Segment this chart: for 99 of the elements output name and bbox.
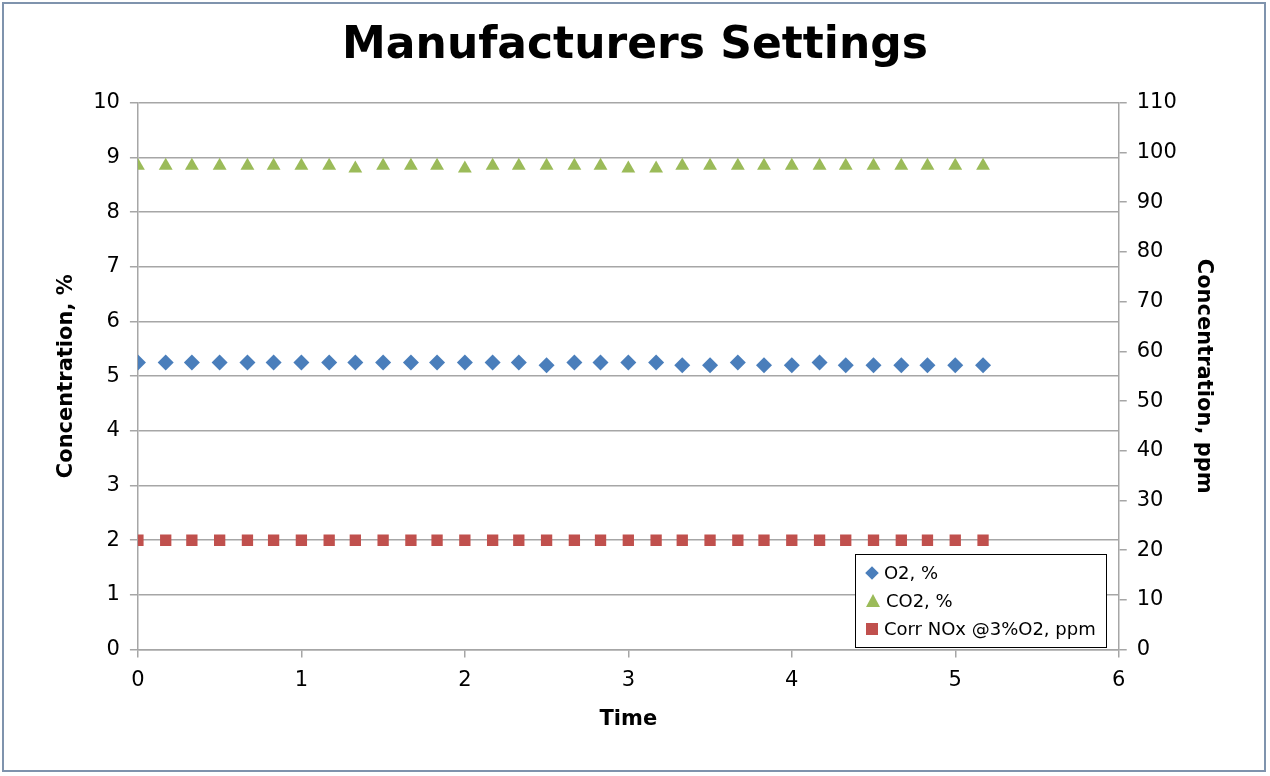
point [920, 157, 935, 170]
x-tick-label: 1 [294, 666, 309, 691]
point [347, 354, 364, 371]
point [948, 157, 963, 170]
y2-tick-label: 50 [1136, 387, 1164, 412]
point [865, 357, 882, 374]
point [838, 157, 853, 170]
x-tick-label: 6 [1112, 666, 1126, 691]
y2-tick-label: 0 [1136, 636, 1151, 661]
point [812, 157, 827, 170]
point [976, 157, 990, 170]
point [567, 157, 582, 170]
point [947, 357, 964, 374]
point [620, 354, 637, 371]
point [456, 354, 473, 371]
y-tick-label: 1 [106, 581, 120, 606]
point [866, 157, 881, 170]
y2-tick-label: 20 [1136, 536, 1164, 561]
y2-tick-label: 70 [1136, 288, 1164, 313]
point [592, 354, 609, 371]
point [348, 160, 363, 173]
point [265, 354, 282, 371]
x-axis-title: Time [599, 705, 658, 730]
y2-tick-label: 80 [1136, 238, 1164, 263]
point [510, 354, 527, 371]
point [539, 157, 554, 170]
y-tick-label: 0 [106, 636, 120, 661]
point [403, 157, 418, 170]
x-tick-label: 4 [785, 666, 799, 691]
point [240, 157, 255, 170]
point [593, 157, 608, 170]
chart-title: Manufacturers Settings [342, 16, 928, 68]
legend-label: O2, % [883, 562, 939, 584]
point [322, 157, 337, 170]
y-tick-label: 7 [106, 253, 120, 278]
y-tick-label: 10 [93, 89, 120, 114]
legend-label: CO2, % [885, 590, 953, 612]
y-tick-label: 9 [106, 143, 120, 168]
point [157, 354, 174, 371]
y-axis-title: Concentration, % [53, 274, 78, 479]
y-tick-label: 2 [106, 526, 120, 551]
point [649, 160, 664, 173]
y2-tick-label: 110 [1136, 89, 1177, 114]
point [429, 354, 446, 371]
y-tick-label: 5 [106, 362, 120, 387]
point [376, 157, 391, 170]
point [183, 354, 200, 371]
point [266, 157, 281, 170]
point [211, 354, 228, 371]
point [702, 357, 719, 374]
y-tick-label: 3 [106, 472, 120, 497]
point [375, 354, 392, 371]
y2-tick-label: 100 [1136, 138, 1177, 163]
point [757, 157, 771, 170]
y2-tick-label: 90 [1136, 188, 1164, 213]
x-tick-label: 3 [621, 666, 636, 691]
y2-tick-label: 60 [1136, 337, 1164, 362]
x-tick-label: 0 [131, 666, 145, 691]
point [730, 157, 745, 170]
point [402, 354, 419, 371]
point [919, 357, 936, 374]
x-tick-label: 2 [458, 666, 472, 691]
y-tick-label: 6 [106, 307, 120, 332]
point [430, 157, 444, 170]
point [484, 354, 501, 371]
point [538, 357, 555, 374]
point [648, 354, 665, 371]
x-tick-label: 5 [948, 666, 962, 691]
point [837, 357, 854, 374]
point [784, 157, 799, 170]
point [729, 354, 746, 371]
point [566, 354, 583, 371]
point [457, 160, 472, 173]
point [756, 357, 772, 374]
point [893, 357, 910, 374]
point [675, 157, 690, 170]
point [621, 160, 636, 173]
point [293, 354, 310, 371]
point [158, 157, 173, 170]
y2-tick-label: 40 [1136, 437, 1164, 462]
legend-label: Corr NOx @3%O2, ppm [883, 618, 1096, 640]
point [511, 157, 526, 170]
point [894, 157, 909, 170]
point [975, 357, 992, 374]
y2-tick-label: 10 [1136, 586, 1164, 611]
point [321, 354, 338, 371]
point [703, 157, 717, 170]
point [674, 357, 691, 374]
point [485, 157, 500, 170]
y2-axis-title: Concentration, ppm [1192, 258, 1217, 494]
point [811, 354, 828, 371]
point [294, 157, 309, 170]
y-tick-label: 4 [106, 417, 120, 442]
point [783, 357, 800, 374]
y2-tick-label: 30 [1136, 486, 1164, 511]
point [184, 157, 199, 170]
y-tick-label: 8 [106, 198, 120, 223]
point [212, 157, 227, 170]
point [239, 354, 256, 371]
